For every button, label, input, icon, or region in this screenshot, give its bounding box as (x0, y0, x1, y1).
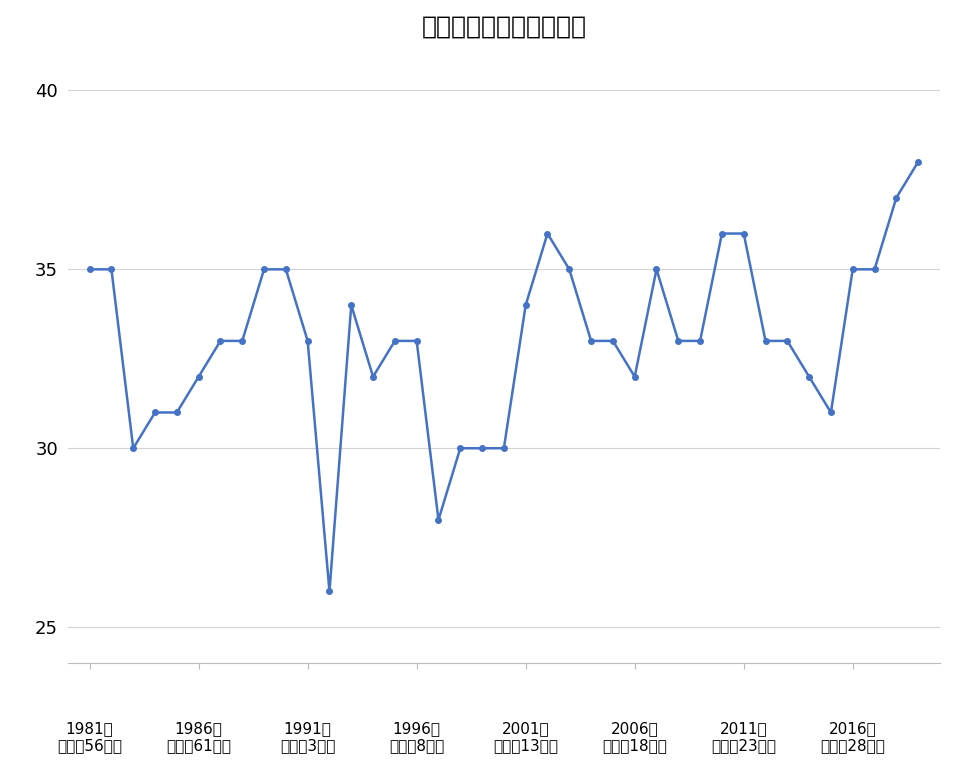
Text: 2006年
（平成18年）: 2006年 （平成18年） (603, 721, 667, 753)
Text: 1986年
（昭和61年）: 1986年 （昭和61年） (166, 721, 232, 753)
Text: 2016年
（平成28年）: 2016年 （平成28年） (821, 721, 885, 753)
Text: 2001年
（平成13年）: 2001年 （平成13年） (493, 721, 558, 753)
Title: 宅建試験の合格点の推移: 宅建試験の合格点の推移 (422, 15, 586, 39)
Text: 1996年
（平成8年）: 1996年 （平成8年） (389, 721, 445, 753)
Text: 1991年
（平成3年）: 1991年 （平成3年） (280, 721, 335, 753)
Text: 1981年
（昭和56年）: 1981年 （昭和56年） (57, 721, 122, 753)
Text: 2011年
（平成23年）: 2011年 （平成23年） (711, 721, 776, 753)
